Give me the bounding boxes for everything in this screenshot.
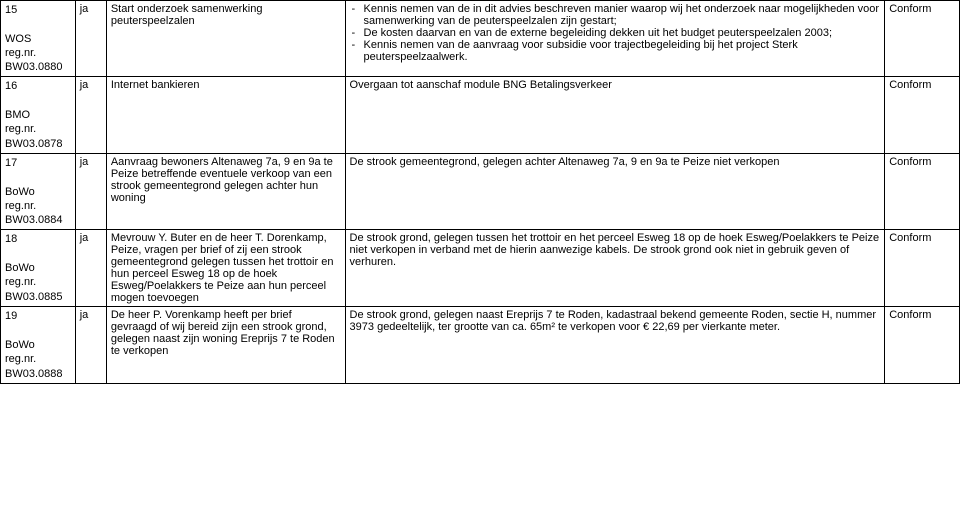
table-row: 19 BoWoreg.nr.BW03.0888jaDe heer P. Vore…: [1, 307, 960, 383]
table-row: 17 BoWoreg.nr.BW03.0884jaAanvraag bewone…: [1, 153, 960, 229]
id-line: BMO: [5, 108, 71, 122]
description-cell: De strook grond, gelegen naast Ereprijs …: [345, 307, 885, 383]
document-table: 15 WOSreg.nr.BW03.0880jaStart onderzoek …: [0, 0, 960, 384]
description-item: Kennis nemen van de aanvraag voor subsid…: [350, 39, 881, 63]
id-line: 15: [5, 3, 71, 17]
id-line: 19: [5, 309, 71, 323]
subject-cell: Aanvraag bewoners Altenaweg 7a, 9 en 9a …: [106, 153, 345, 229]
id-cell: 18 BoWoreg.nr.BW03.0885: [1, 230, 76, 307]
id-line: reg.nr.: [5, 352, 71, 366]
ja-cell: ja: [75, 307, 106, 383]
id-cell: 15 WOSreg.nr.BW03.0880: [1, 1, 76, 77]
id-line: reg.nr.: [5, 275, 71, 289]
id-line: BW03.0880: [5, 60, 71, 74]
id-line: 18: [5, 232, 71, 246]
id-line: BW03.0884: [5, 213, 71, 227]
status-cell: Conform: [885, 1, 960, 77]
id-line: BW03.0885: [5, 290, 71, 304]
id-line: BW03.0888: [5, 367, 71, 381]
id-line: BoWo: [5, 338, 71, 352]
description-cell: De strook gemeentegrond, gelegen achter …: [345, 153, 885, 229]
id-line: reg.nr.: [5, 122, 71, 136]
table-row: 16 BMOreg.nr.BW03.0878jaInternet bankier…: [1, 77, 960, 153]
table-row: 18 BoWoreg.nr.BW03.0885jaMevrouw Y. Bute…: [1, 230, 960, 307]
id-line: BoWo: [5, 185, 71, 199]
id-cell: 19 BoWoreg.nr.BW03.0888: [1, 307, 76, 383]
status-cell: Conform: [885, 153, 960, 229]
id-line: WOS: [5, 32, 71, 46]
description-cell: Overgaan tot aanschaf module BNG Betalin…: [345, 77, 885, 153]
subject-cell: Internet bankieren: [106, 77, 345, 153]
table-row: 15 WOSreg.nr.BW03.0880jaStart onderzoek …: [1, 1, 960, 77]
status-cell: Conform: [885, 230, 960, 307]
ja-cell: ja: [75, 153, 106, 229]
status-cell: Conform: [885, 307, 960, 383]
description-cell: Kennis nemen van de in dit advies beschr…: [345, 1, 885, 77]
id-line: reg.nr.: [5, 199, 71, 213]
id-line: 16: [5, 79, 71, 93]
id-line: BW03.0878: [5, 137, 71, 151]
ja-cell: ja: [75, 77, 106, 153]
ja-cell: ja: [75, 230, 106, 307]
description-item: Kennis nemen van de in dit advies beschr…: [350, 3, 881, 27]
ja-cell: ja: [75, 1, 106, 77]
id-cell: 17 BoWoreg.nr.BW03.0884: [1, 153, 76, 229]
id-line: reg.nr.: [5, 46, 71, 60]
id-line: BoWo: [5, 261, 71, 275]
status-cell: Conform: [885, 77, 960, 153]
description-cell: De strook grond, gelegen tussen het trot…: [345, 230, 885, 307]
subject-cell: De heer P. Vorenkamp heeft per brief gev…: [106, 307, 345, 383]
description-item: De kosten daarvan en van de externe bege…: [350, 27, 881, 39]
id-line: 17: [5, 156, 71, 170]
subject-cell: Mevrouw Y. Buter en de heer T. Dorenkamp…: [106, 230, 345, 307]
subject-cell: Start onderzoek samenwerking peuterspeel…: [106, 1, 345, 77]
id-cell: 16 BMOreg.nr.BW03.0878: [1, 77, 76, 153]
